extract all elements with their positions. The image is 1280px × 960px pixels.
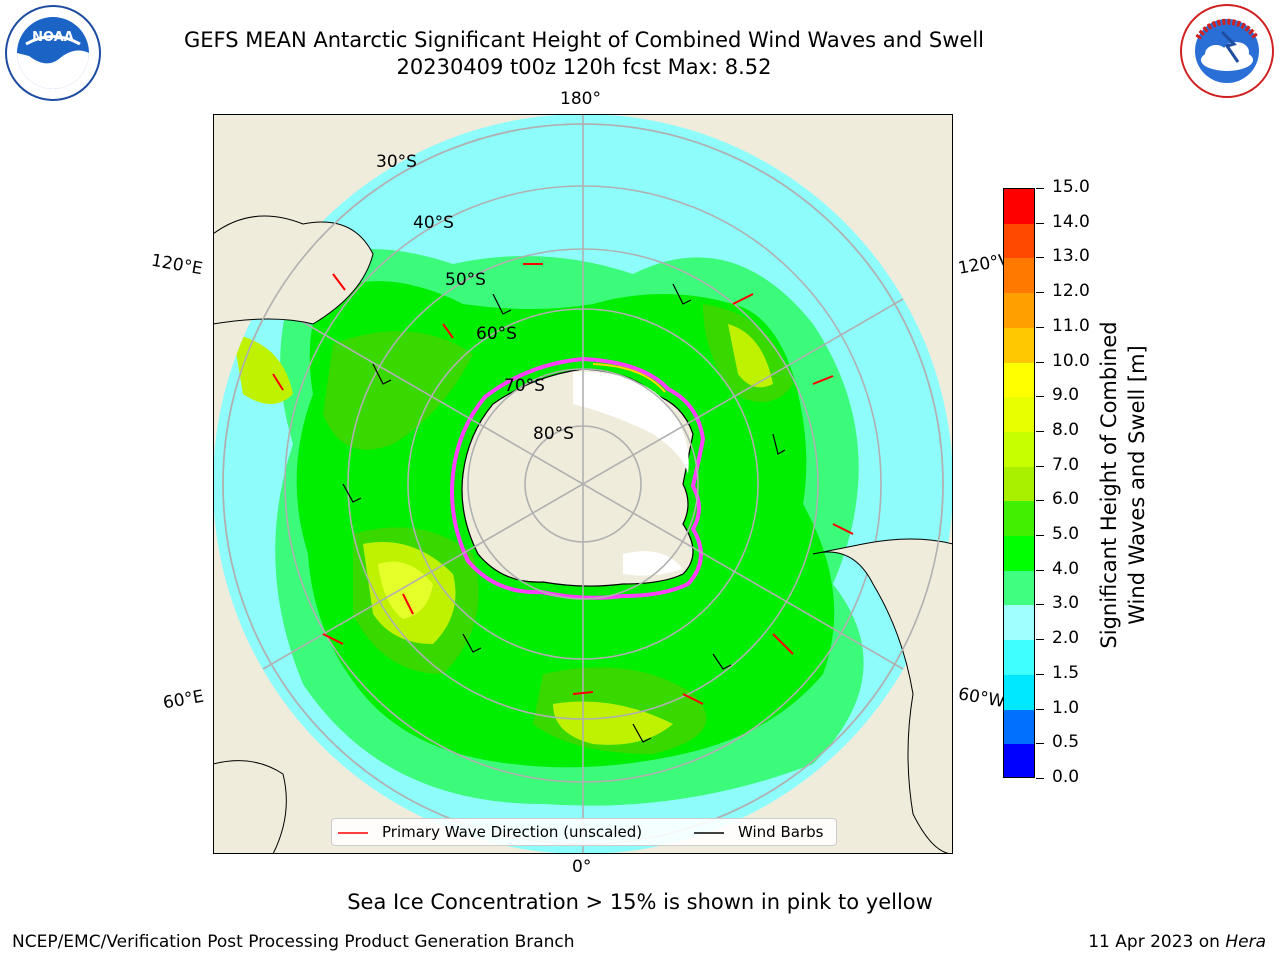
- colorbar-tick-label: 10.0: [1052, 350, 1090, 371]
- colorbar-tick: [1036, 708, 1044, 710]
- colorbar-tick-label: 6.0: [1052, 489, 1080, 510]
- colorbar-tick: [1036, 465, 1044, 467]
- meridian-label-right-upper: 120°W: [956, 251, 1005, 279]
- svg-text:NOAA: NOAA: [32, 30, 74, 45]
- colorbar-segment: [1004, 466, 1034, 502]
- colorbar-tick-label: 12.0: [1052, 281, 1090, 302]
- colorbar-segment: [1004, 536, 1034, 571]
- colorbar-segment: [1004, 362, 1034, 398]
- colorbar-title-line1: Significant Height of Combined: [1097, 321, 1121, 649]
- colorbar-tick: [1036, 604, 1044, 606]
- colorbar-title-line2: Wind Waves and Swell [m]: [1125, 345, 1149, 625]
- colorbar-segment: [1004, 605, 1034, 641]
- colorbar-segment: [1004, 223, 1034, 259]
- colorbar-tick: [1036, 743, 1044, 745]
- colorbar-tick-label: 5.0: [1052, 524, 1080, 545]
- nws-logo: [1180, 4, 1274, 98]
- sea-ice-edge: [450, 356, 706, 600]
- colorbar-tick-label: 2.0: [1052, 628, 1080, 649]
- sea-ice-note: Sea Ice Concentration > 15% is shown in …: [347, 890, 933, 914]
- colorbar-tick: [1036, 500, 1044, 502]
- colorbar-segment: [1004, 431, 1034, 467]
- colorbar-tick-label: 3.0: [1052, 593, 1080, 614]
- map-title: GEFS MEAN Antarctic Significant Height o…: [183, 28, 985, 52]
- colorbar-tick-label: 1.5: [1052, 662, 1080, 683]
- colorbar-segment: [1004, 501, 1034, 537]
- colorbar-tick: [1036, 535, 1044, 537]
- colorbar-segment: [1004, 674, 1034, 710]
- colorbar-segment: [1004, 744, 1034, 777]
- polar-map: [213, 114, 953, 854]
- wind-barb-swatch: [694, 832, 724, 834]
- wave-direction-arrows: [272, 263, 854, 705]
- colorbar-segment: [1004, 570, 1034, 606]
- colorbar-tick-label: 11.0: [1052, 315, 1090, 336]
- meridian-label-left-upper: 120°E: [149, 250, 205, 280]
- colorbar-tick-label: 4.0: [1052, 558, 1080, 579]
- wave-band-7m: [378, 561, 433, 619]
- legend-wind-label: Wind Barbs: [738, 823, 824, 841]
- colorbar-tick: [1036, 257, 1044, 259]
- map-subtitle: 20230409 t00z 120h fcst Max: 8.52: [396, 55, 772, 79]
- colorbar-segment: [1004, 397, 1034, 432]
- colorbar-tick-label: 0.0: [1052, 767, 1080, 787]
- credit-date-text: 11 Apr 2023 on: [1088, 932, 1226, 952]
- meridian-label-right-lower: 60°W: [956, 684, 1005, 712]
- colorbar-tick-label: 8.0: [1052, 419, 1080, 440]
- meridian-label-left-lower: 60°E: [161, 686, 206, 714]
- colorbar-tick: [1036, 430, 1044, 432]
- colorbar: [1003, 188, 1035, 778]
- latitude-label-60s: 60°S: [476, 324, 517, 344]
- credit-date: 11 Apr 2023 on Hera: [1088, 932, 1266, 952]
- colorbar-tick: [1036, 222, 1044, 224]
- colorbar-segment: [1004, 327, 1034, 363]
- colorbar-tick-label: 7.0: [1052, 454, 1080, 475]
- wave-direction-swatch: [338, 832, 368, 834]
- latitude-label-80s: 80°S: [533, 424, 574, 444]
- latitude-label-40s: 40°S: [413, 213, 454, 233]
- colorbar-tick: [1036, 778, 1044, 779]
- meridian-label-top: 180°: [560, 89, 601, 109]
- meridian-label-bottom: 0°: [572, 857, 592, 877]
- credit-host: Hera: [1225, 932, 1266, 952]
- colorbar-tick: [1036, 639, 1044, 641]
- latitude-label-50s: 50°S: [445, 270, 486, 290]
- colorbar-tick: [1036, 673, 1044, 675]
- colorbar-segment: [1004, 258, 1034, 294]
- ice-shelf: [573, 371, 689, 576]
- credit-organization: NCEP/EMC/Verification Post Processing Pr…: [12, 932, 575, 952]
- noaa-logo: NOAA: [5, 5, 101, 101]
- colorbar-tick: [1036, 396, 1044, 398]
- colorbar-tick: [1036, 361, 1044, 363]
- wave-band-5m: [323, 304, 793, 754]
- colorbar-tick: [1036, 292, 1044, 294]
- sea-ice-edge-yellow: [592, 363, 666, 393]
- map-legend: Primary Wave Direction (unscaled) Wind B…: [331, 818, 837, 846]
- colorbar-segment: [1004, 189, 1034, 224]
- legend-wave-label: Primary Wave Direction (unscaled): [382, 823, 643, 841]
- colorbar-tick-label: 0.5: [1052, 732, 1080, 753]
- colorbar-segment: [1004, 293, 1034, 328]
- latitude-label-30s: 30°S: [376, 152, 417, 172]
- colorbar-tick: [1036, 326, 1044, 328]
- colorbar-segment: [1004, 709, 1034, 745]
- latitude-label-70s: 70°S: [504, 376, 545, 396]
- colorbar-tick-label: 1.0: [1052, 697, 1080, 718]
- colorbar-tick: [1036, 188, 1044, 189]
- colorbar-tick-label: 9.0: [1052, 385, 1080, 406]
- africa: [213, 760, 287, 854]
- colorbar-tick: [1036, 569, 1044, 571]
- colorbar-tick-label: 13.0: [1052, 246, 1090, 267]
- colorbar-segment: [1004, 640, 1034, 675]
- colorbar-tick-label: 15.0: [1052, 177, 1090, 197]
- colorbar-tick-label: 14.0: [1052, 211, 1090, 232]
- wind-barbs: [342, 283, 786, 743]
